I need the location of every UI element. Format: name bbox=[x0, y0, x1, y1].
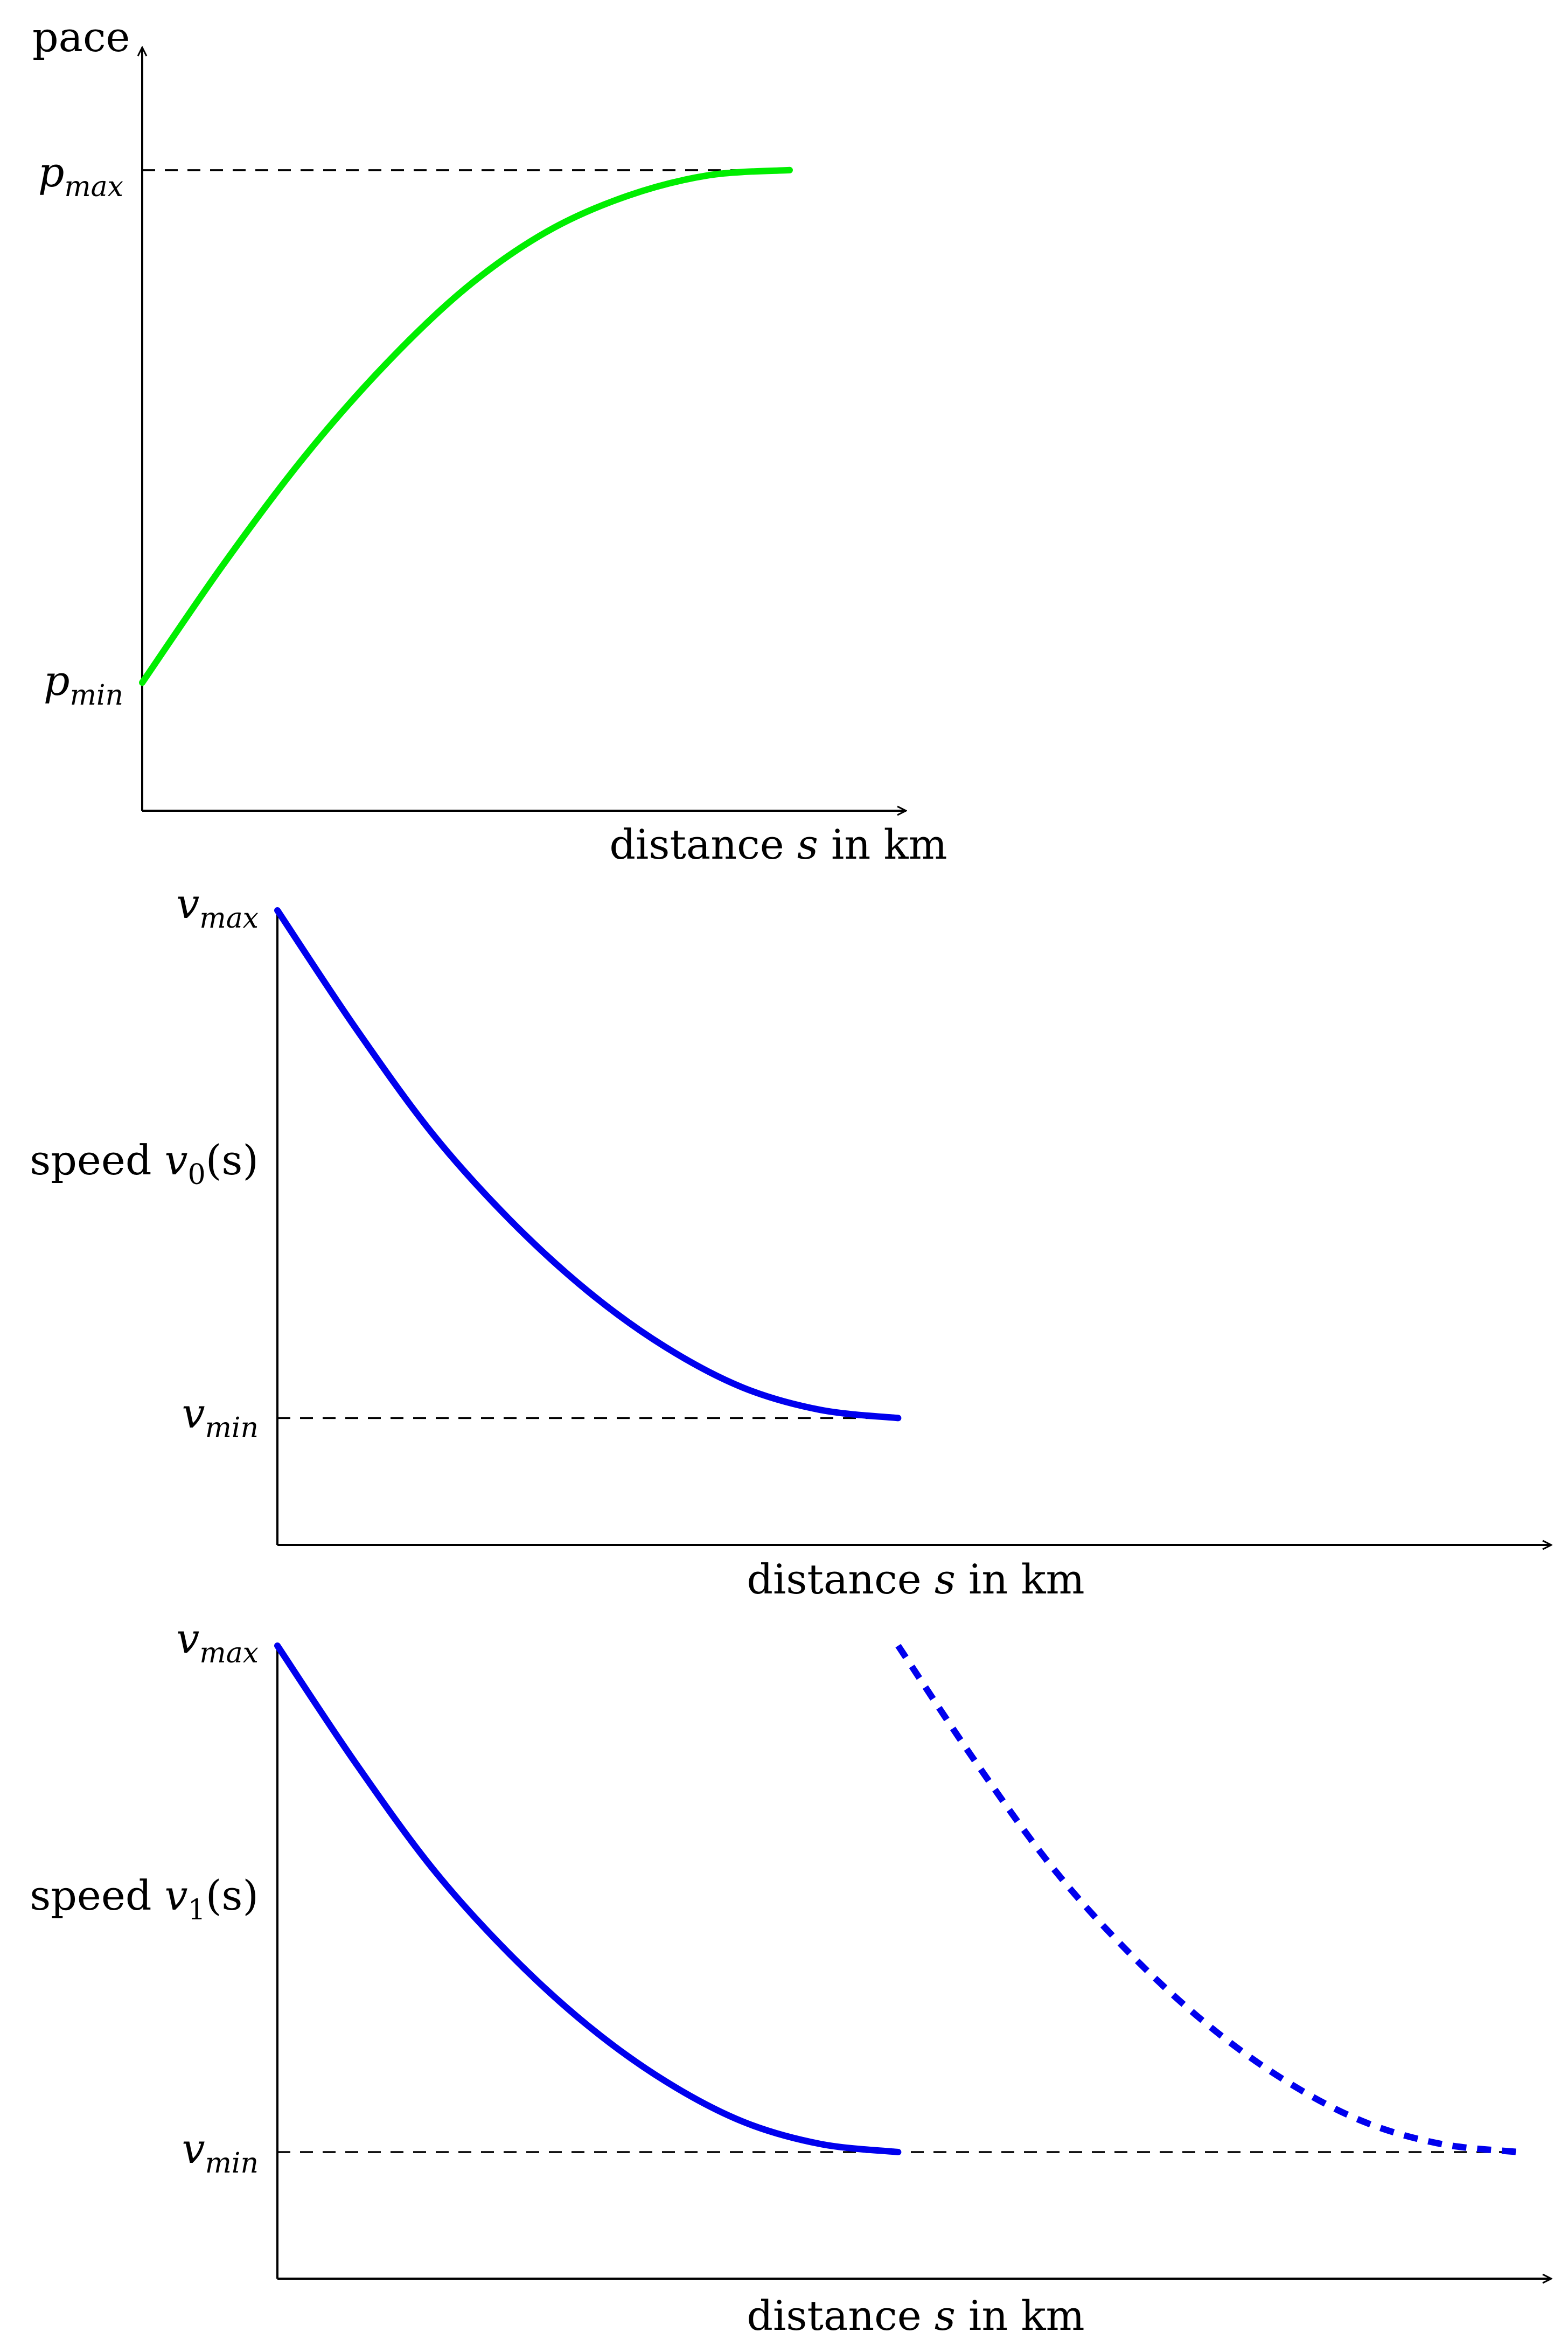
speed-v1-x-axis-label: distance s in km bbox=[747, 2292, 1084, 2340]
speed-v1-chart: vmax vmin speed v1(s) distance s in km bbox=[30, 1614, 1551, 2340]
speed-v1-y-axis-label: speed v1(s) bbox=[30, 1871, 259, 1926]
speed-v0-curve bbox=[274, 907, 902, 1422]
speed-v0-min-tick-label: vmin bbox=[182, 1389, 259, 1444]
pace-curve bbox=[139, 166, 793, 686]
speed-v0-max-tick-label: vmax bbox=[176, 880, 259, 935]
speed-v1-curve bbox=[274, 1642, 902, 2155]
pace-x-axis-label: distance s in km bbox=[609, 820, 947, 868]
pace-y-axis-label: pace bbox=[32, 13, 130, 61]
speed-v1-min-tick-label: vmin bbox=[182, 2125, 259, 2180]
speed-v0-y-axis-label: speed v0(s) bbox=[30, 1136, 259, 1191]
pace-max-tick-label: pmax bbox=[38, 148, 123, 203]
pace-min-tick-label: pmin bbox=[44, 657, 123, 712]
speed-v0-x-axis-label: distance s in km bbox=[747, 1555, 1084, 1603]
speed-v0-chart: vmax vmin speed v0(s) distance s in km bbox=[30, 880, 1551, 1603]
speed-v1-shifted-curve bbox=[895, 1644, 1520, 2155]
pace-chart: pace pmax pmin distance s in km bbox=[32, 13, 947, 868]
speed-v1-max-tick-label: vmax bbox=[176, 1614, 259, 1669]
